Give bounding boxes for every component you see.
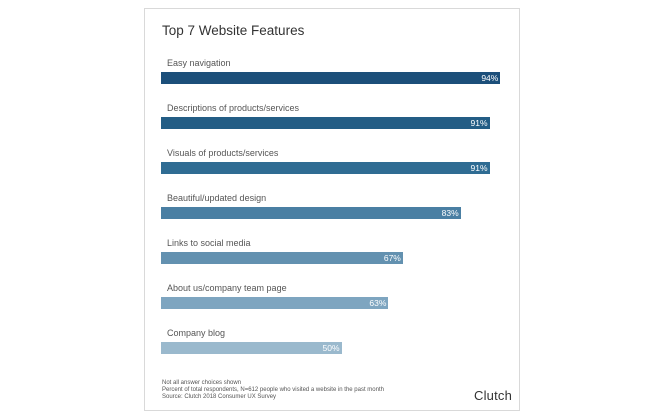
category-label-company-blog: Company blog	[167, 328, 226, 338]
bar-about-us-company-team-page	[161, 297, 389, 309]
bar-descriptions-of-products-services	[161, 117, 490, 129]
bar-company-blog	[161, 342, 342, 354]
bar-visuals-of-products-services	[161, 162, 490, 174]
bar-links-to-social-media	[161, 252, 403, 264]
footnote-not-all-choices: Not all answer choices shown	[162, 380, 242, 386]
category-label-easy-navigation: Easy navigation	[167, 58, 231, 68]
footnote-source: Source: Clutch 2018 Consumer UX Survey	[162, 394, 277, 400]
value-label-beautiful-updated-design: 83%	[441, 208, 459, 218]
category-label-descriptions-of-products-services: Descriptions of products/services	[167, 103, 300, 113]
value-label-links-to-social-media: 67%	[383, 253, 401, 263]
bar-easy-navigation	[161, 72, 501, 84]
category-label-about-us-company-team-page: About us/company team page	[167, 283, 287, 293]
category-label-visuals-of-products-services: Visuals of products/services	[167, 148, 279, 158]
value-label-about-us-company-team-page: 63%	[369, 298, 387, 308]
category-label-beautiful-updated-design: Beautiful/updated design	[167, 193, 267, 203]
category-label-links-to-social-media: Links to social media	[167, 238, 251, 248]
footnote-respondents: Percent of total respondents, N=612 peop…	[162, 387, 384, 393]
value-label-visuals-of-products-services: 91%	[470, 163, 488, 173]
value-label-company-blog: 50%	[322, 343, 340, 353]
clutch-logo: Clutch	[474, 388, 513, 403]
value-label-easy-navigation: 94%	[481, 73, 499, 83]
value-label-descriptions-of-products-services: 91%	[470, 118, 488, 128]
chart-title: Top 7 Website Features	[162, 23, 305, 38]
bar-beautiful-updated-design	[161, 207, 461, 219]
